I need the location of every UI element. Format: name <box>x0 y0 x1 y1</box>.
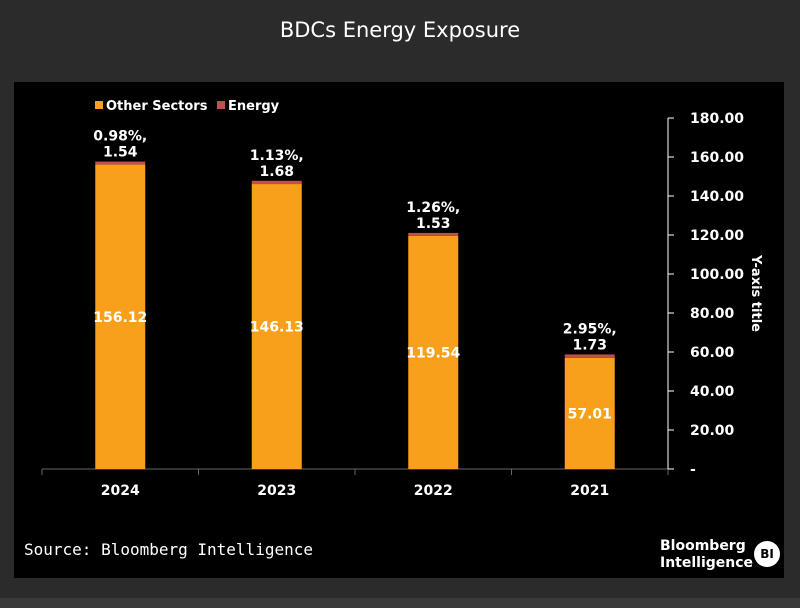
y-tick-label: 100.00 <box>690 267 744 283</box>
bar-other-sectors <box>95 164 146 470</box>
x-tick-label: 2022 <box>414 483 453 499</box>
data-label-other: 146.13 <box>250 320 304 336</box>
bar-energy <box>95 161 146 165</box>
source-note: Source: Bloomberg Intelligence <box>24 540 313 559</box>
data-label-energy-val: 1.53 <box>416 216 451 232</box>
brand-line-1: Bloomberg <box>660 538 746 554</box>
data-label-energy-val: 1.68 <box>259 164 294 180</box>
data-label-other: 57.01 <box>568 406 612 422</box>
data-label-energy-pct: 1.13%, <box>250 148 304 164</box>
bar-other-sectors <box>251 184 302 469</box>
y-tick-label: 80.00 <box>690 306 735 322</box>
bi-logo-icon: BI <box>754 541 780 567</box>
brand-logo-text: Bloomberg Intelligence <box>660 538 754 572</box>
x-tick-label: 2023 <box>257 483 296 499</box>
bar-energy <box>408 232 459 236</box>
data-label-energy-pct: 2.95%, <box>563 321 617 337</box>
y-tick-label: - <box>690 462 696 478</box>
data-label-energy-val: 1.73 <box>572 337 607 353</box>
y-tick-label: 120.00 <box>690 228 744 244</box>
y-tick-label: 40.00 <box>690 384 735 400</box>
y-tick-label: 180.00 <box>690 111 744 127</box>
data-label-other: 119.54 <box>406 345 460 361</box>
data-label-energy-pct: 1.26%, <box>406 200 460 216</box>
x-tick-label: 2024 <box>101 483 140 499</box>
data-label-other: 156.12 <box>93 310 147 326</box>
data-label-energy-val: 1.54 <box>103 145 138 161</box>
data-label-energy-pct: 0.98%, <box>93 129 147 145</box>
legend-swatch <box>217 101 225 109</box>
brand-line-2: Intelligence <box>660 555 754 571</box>
page-title: BDCs Energy Exposure <box>279 18 521 42</box>
y-axis-title: Y-axis title <box>748 254 763 332</box>
bar-energy <box>564 354 615 358</box>
y-tick-label: 20.00 <box>690 423 735 439</box>
y-tick-label: 160.00 <box>690 150 744 166</box>
legend-label: Energy <box>228 99 280 114</box>
legend-label: Other Sectors <box>106 99 208 114</box>
bar-energy <box>251 180 302 185</box>
bottom-strip <box>0 598 800 608</box>
y-tick-label: 140.00 <box>690 189 744 205</box>
header: BDCs Energy Exposure <box>0 0 800 66</box>
y-tick-label: 60.00 <box>690 345 735 361</box>
bar-other-sectors <box>564 357 615 469</box>
bar-other-sectors <box>408 235 459 469</box>
x-tick-label: 2021 <box>570 483 609 499</box>
legend-swatch <box>95 101 103 109</box>
